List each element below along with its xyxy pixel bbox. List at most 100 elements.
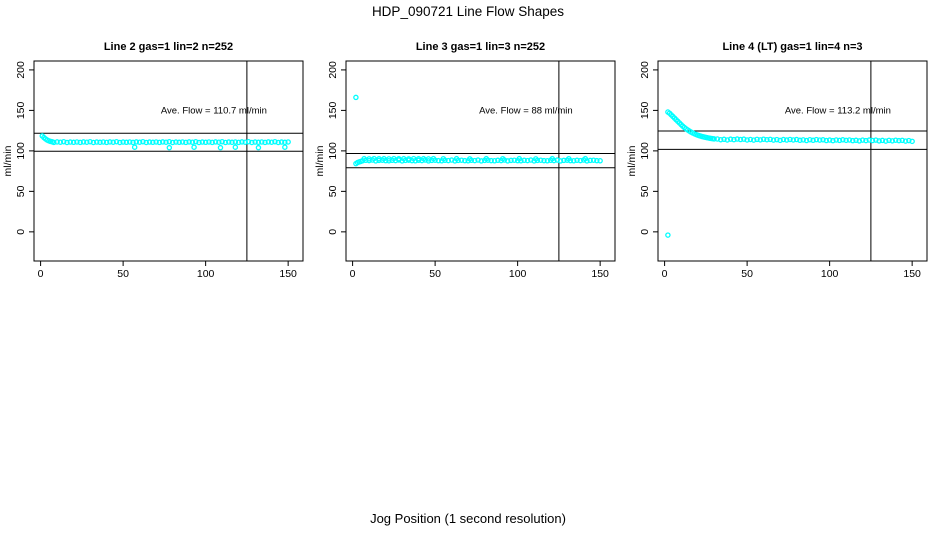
y-tick-label: 200	[15, 61, 27, 79]
data-point	[209, 139, 215, 146]
data-point	[843, 137, 849, 144]
y-tick-label: 200	[639, 61, 651, 79]
data-point	[594, 157, 600, 164]
data-point	[361, 155, 367, 162]
x-tick-label: 100	[509, 268, 527, 280]
data-point	[255, 139, 262, 146]
data-point	[495, 157, 501, 164]
data-point	[386, 156, 392, 162]
data-point	[51, 139, 57, 146]
data-point	[896, 137, 902, 144]
y-tick-label: 0	[15, 229, 27, 235]
x-tick-label: 150	[591, 268, 609, 280]
data-point	[391, 155, 397, 162]
data-point	[533, 156, 539, 162]
data-point	[285, 139, 291, 145]
data-point	[816, 137, 823, 143]
data-point	[258, 139, 265, 145]
data-point	[458, 157, 465, 163]
data-point	[153, 139, 159, 145]
data-point	[265, 139, 272, 145]
ave-flow-annotation: Ave. Flow = 110.7 ml/min	[161, 105, 267, 116]
data-point	[131, 144, 138, 150]
data-point	[67, 139, 74, 145]
data-point	[793, 136, 800, 143]
data-point	[120, 139, 126, 145]
data-point	[840, 137, 846, 143]
data-point	[219, 138, 225, 145]
data-point	[471, 157, 478, 164]
plot-box	[33, 60, 304, 262]
data-point	[876, 138, 882, 144]
data-point	[163, 139, 169, 145]
data-point	[554, 157, 560, 163]
data-point	[366, 157, 372, 164]
data-point	[117, 139, 123, 146]
data-point	[859, 137, 866, 143]
data-point	[483, 155, 490, 162]
data-point	[242, 139, 248, 145]
data-point	[123, 139, 130, 146]
data-point	[597, 158, 603, 164]
data-point	[440, 155, 447, 162]
data-point	[866, 137, 872, 143]
data-point	[371, 155, 377, 162]
x-tick-label: 0	[350, 268, 356, 280]
data-point	[146, 139, 153, 145]
subplot-title: Line 4 (LT) gas=1 lin=4 n=3	[722, 41, 862, 53]
data-point	[255, 144, 262, 151]
x-axis: 0 50 100 150	[350, 261, 609, 280]
data-point	[800, 137, 806, 143]
data-point	[229, 139, 235, 146]
data-point	[140, 138, 146, 145]
data-point	[381, 155, 387, 162]
data-point	[826, 137, 833, 143]
ave-flow-annotation: Ave. Flow = 113.2 ml/min	[785, 105, 891, 116]
data-point	[462, 157, 468, 164]
data-point	[820, 137, 826, 143]
data-point	[272, 138, 278, 145]
data-point	[179, 139, 186, 145]
data-point	[467, 156, 473, 162]
data-point	[721, 136, 727, 143]
y-tick-label: 0	[639, 229, 651, 235]
data-point	[232, 139, 239, 145]
data-point	[60, 138, 67, 145]
data-point	[846, 137, 853, 143]
data-point	[199, 139, 206, 145]
data-point	[70, 139, 77, 146]
data-point	[741, 136, 747, 142]
data-point	[278, 139, 285, 145]
data-point	[126, 139, 133, 145]
x-tick-label: 150	[279, 268, 297, 280]
data-point	[582, 155, 589, 162]
x-tick-label: 50	[741, 268, 753, 280]
x-tick-label: 150	[903, 268, 921, 280]
data-point	[448, 157, 455, 163]
data-point	[549, 155, 556, 162]
data-point	[84, 139, 90, 145]
data-point	[430, 155, 437, 162]
data-point	[856, 138, 863, 144]
data-point	[239, 139, 245, 145]
data-point	[425, 158, 432, 164]
x-tick-label: 0	[38, 268, 44, 280]
data-point	[57, 139, 64, 145]
data-point	[836, 137, 843, 144]
plot-line-2: Line 2 gas=1 lin=2 n=252 0 50 100 150 200 0 50 1…	[2, 41, 304, 280]
data-point	[810, 137, 816, 144]
data-point	[196, 139, 202, 146]
data-point	[882, 138, 889, 144]
data-point	[166, 138, 173, 145]
y-tick-label: 50	[15, 185, 27, 197]
data-point	[435, 157, 442, 164]
data-point	[366, 156, 372, 162]
data-point	[222, 139, 229, 146]
data-point	[268, 139, 275, 145]
data-point	[757, 137, 764, 143]
y-tick-label: 100	[15, 142, 27, 160]
y-axis-title: ml/min	[314, 145, 326, 176]
data-point	[133, 139, 140, 145]
data-point	[737, 136, 744, 143]
data-point	[169, 139, 176, 146]
